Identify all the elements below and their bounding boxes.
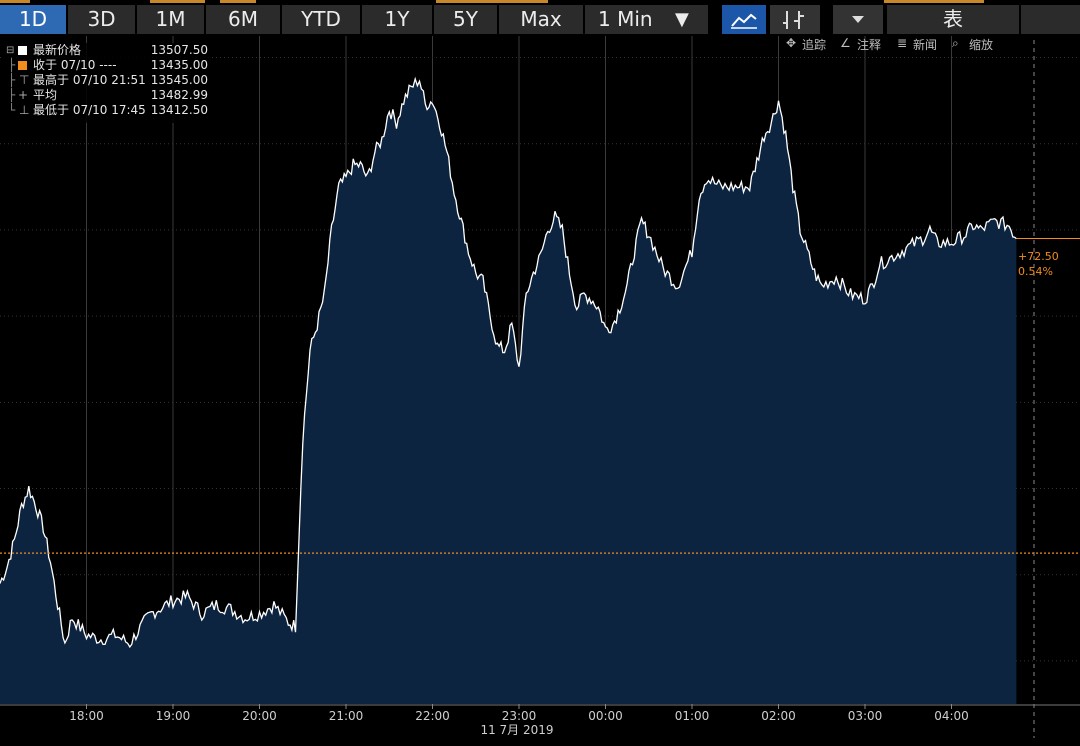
legend-label: 最高于 07/10 21:51	[33, 73, 146, 87]
dropdown-icon	[852, 16, 864, 23]
range-button-5y[interactable]: 5Y	[434, 5, 497, 34]
x-tick-label: 03:00	[848, 709, 883, 723]
range-button-1y[interactable]: 1Y	[362, 5, 432, 34]
legend-value: 13435.00	[150, 58, 208, 72]
legend-label: 平均	[33, 88, 58, 102]
x-tick-label: 22:00	[415, 709, 450, 723]
tree-branch-icon: ├	[8, 73, 16, 87]
x-tick-label: 20:00	[242, 709, 277, 723]
legend-label: 最新价格	[33, 43, 82, 57]
last-price-marker	[18, 46, 27, 55]
top-strip	[0, 0, 1080, 4]
track-icon: ✥	[786, 36, 797, 50]
toolbar-extra	[1021, 5, 1080, 34]
legend-value: 13545.00	[150, 73, 208, 87]
legend-value: 13412.50	[150, 103, 208, 117]
chevron-down-icon: ▼	[675, 9, 689, 30]
legend-value: 13507.50	[150, 43, 208, 57]
zoom-button[interactable]: 缩放	[969, 38, 994, 52]
x-tick-label: 01:00	[675, 709, 710, 723]
legend-row-average[interactable]: ├ + 平均 13482.99	[4, 88, 212, 103]
price-area-fill	[0, 78, 1017, 704]
interval-dropdown[interactable]: 1 Min ▼	[585, 5, 708, 34]
change-points-label: +72.50	[1018, 250, 1059, 263]
x-tick-label: 23:00	[502, 709, 537, 723]
track-button[interactable]: 追踪	[802, 38, 827, 52]
news-button[interactable]: 新闻	[913, 38, 938, 52]
low-marker-icon: ⊥	[19, 103, 30, 117]
legend-panel: ⊟ 最新价格 13507.50 ├ 收于 07/10 ---- 13435.00…	[4, 43, 212, 123]
legend-label: 最低于 07/10 17:45	[33, 103, 146, 117]
legend-value: 13482.99	[150, 88, 208, 102]
high-marker-icon: ⊤	[19, 73, 30, 87]
tree-branch-icon: └	[8, 103, 16, 117]
news-icon: ≣	[897, 36, 908, 50]
x-tick-label: 19:00	[156, 709, 191, 723]
range-button-ytd[interactable]: YTD	[282, 5, 360, 34]
zoom-icon: ⌕	[952, 36, 959, 50]
range-button-6m[interactable]: 6M	[206, 5, 280, 34]
x-axis-ticks: 18:00 19:00 20:00 21:00 22:00 23:00 00:00 01:00…	[69, 704, 969, 723]
average-marker-icon: +	[18, 88, 29, 102]
change-percent-label: 0.54%	[1018, 265, 1053, 278]
legend-row-close[interactable]: ├ 收于 07/10 ---- 13435.00	[4, 58, 212, 73]
line-chart-icon	[731, 13, 757, 29]
legend-label: 收于 07/10 ----	[33, 58, 117, 72]
x-tick-label: 18:00	[69, 709, 104, 723]
candlestick-icon	[783, 11, 804, 29]
x-tick-label: 00:00	[588, 709, 623, 723]
range-button-3d[interactable]: 3D	[68, 5, 135, 34]
tree-branch-icon: ├	[8, 88, 16, 102]
x-axis-date-label: 11 7月 2019	[480, 723, 553, 737]
tree-branch-icon: ├	[8, 58, 16, 72]
close-marker	[18, 61, 27, 70]
range-button-1d[interactable]: 1D	[0, 5, 66, 34]
annotate-button[interactable]: 注释	[857, 38, 882, 52]
table-button[interactable]: 表	[887, 5, 1019, 34]
collapse-icon: ⊟	[6, 45, 15, 56]
legend-row-last-price[interactable]: ⊟ 最新价格 13507.50	[4, 43, 212, 58]
toolbar: 1D 3D 1M 6M YTD 1Y 5Y Max 1 Min ▼ 表	[0, 4, 1080, 35]
candlestick-button[interactable]	[770, 5, 820, 34]
chart-options-dropdown[interactable]	[833, 5, 883, 34]
x-tick-label: 21:00	[329, 709, 364, 723]
legend-row-low[interactable]: └ ⊥ 最低于 07/10 17:45 13412.50	[4, 103, 212, 118]
x-tick-label: 02:00	[761, 709, 796, 723]
range-button-1m[interactable]: 1M	[137, 5, 204, 34]
price-line	[0, 76, 1017, 649]
line-chart-button[interactable]	[722, 5, 766, 34]
legend-row-high[interactable]: ├ ⊤ 最高于 07/10 21:51 13545.00	[4, 73, 212, 88]
range-button-max[interactable]: Max	[499, 5, 583, 34]
interval-label: 1 Min	[598, 7, 653, 31]
annotate-icon: ∠	[840, 36, 851, 50]
x-tick-label: 04:00	[934, 709, 969, 723]
